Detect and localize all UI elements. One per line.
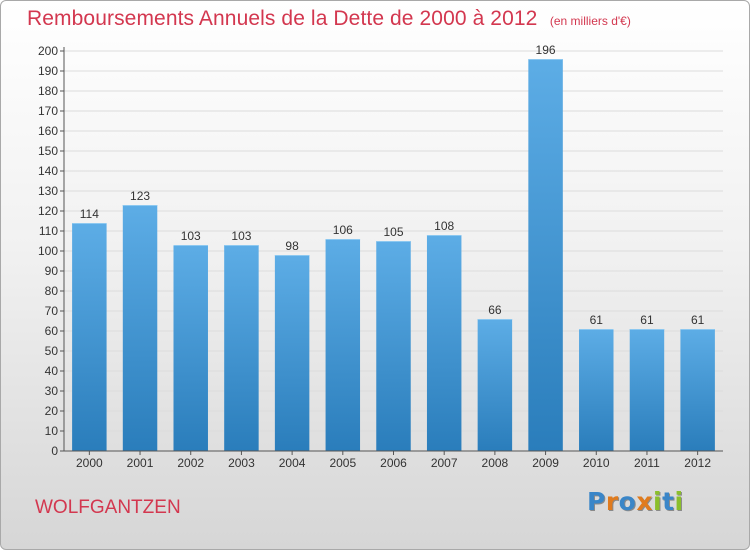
bar [173,245,208,451]
bar-chart: 0 10 20 30 40 50 60 70 80 90 100 110 120 130 140 150 160… [38,43,723,470]
y-tick-label: 50 [45,344,59,358]
y-tick-label: 120 [38,204,58,218]
y-tick-label: 10 [45,424,59,438]
bar [274,255,310,451]
x-tick-label: 2012 [684,456,711,470]
bars [72,59,715,451]
bar [680,329,715,451]
x-tick-label: 2010 [583,456,610,470]
bar-value-label: 123 [130,189,150,203]
y-tick-label: 200 [38,44,58,58]
logo-letter: t [662,487,675,516]
logo-letter: i [653,487,663,516]
chart-subtitle: (en milliers d'€) [549,14,631,28]
bar-value-label: 108 [434,219,454,233]
x-tick-label: 2006 [380,456,407,470]
x-tick-label: 2011 [634,456,660,470]
y-tick-label: 170 [38,104,58,118]
bar-value-label: 103 [231,229,251,243]
proxiti-logo: Proxiti [587,487,684,516]
y-tick-label: 180 [38,84,58,98]
axes [63,47,723,452]
bar [122,205,158,451]
bar [426,235,462,451]
logo-letter: x [636,487,653,516]
y-axis-ticks: 0 10 20 30 40 50 60 70 80 90 100 110 120 130 140 150 160… [38,44,64,458]
bar [528,59,563,451]
y-tick-label: 150 [38,144,58,158]
x-tick-label: 2002 [177,456,204,470]
bar [224,245,259,451]
bar [629,329,665,451]
place-name: WOLFGANTZEN [35,497,181,518]
y-tick-label: 110 [39,224,58,238]
x-tick-label: 2008 [482,456,509,470]
bar [72,223,107,451]
value-labels: 114 123 103 103 98 106 105 108 66 196 61 61 61 [80,43,705,327]
title-row: Remboursements Annuels de la Dette de 20… [27,7,631,31]
y-tick-label: 20 [45,404,59,418]
bar [477,319,513,451]
bar-value-label: 61 [640,313,654,327]
bar-value-label: 105 [383,225,403,239]
bar-value-label: 196 [536,43,556,57]
y-tick-label: 70 [45,304,59,318]
y-tick-label: 160 [38,124,58,138]
logo-letter: o [618,487,637,516]
x-tick-label: 2005 [329,456,356,470]
bar-value-label: 98 [285,239,299,253]
logo-letter: r [605,487,619,516]
bar [376,241,411,451]
chart-title: Remboursements Annuels de la Dette de 20… [27,7,538,30]
bar-value-label: 103 [181,229,201,243]
x-tick-label: 2007 [431,456,458,470]
bar-value-label: 66 [488,303,502,317]
logo-letter: i [674,487,684,516]
y-tick-label: 130 [38,184,58,198]
bar-value-label: 106 [333,223,353,237]
x-tick-label: 2000 [76,456,103,470]
y-tick-label: 140 [38,164,58,178]
y-tick-label: 90 [45,264,59,278]
y-tick-label: 80 [45,284,59,298]
bar [325,239,361,451]
logo-letter: P [587,487,606,516]
y-tick-label: 60 [45,324,59,338]
x-tick-label: 2001 [127,456,154,470]
bar-value-label: 61 [691,313,705,327]
x-tick-label: 2004 [279,456,306,470]
x-axis-ticks: 2000 2001 2002 2003 2004 2005 2006 2007 2008 2009… [76,451,711,470]
y-tick-label: 0 [51,444,58,458]
y-tick-label: 30 [45,384,59,398]
bar [579,329,614,451]
y-tick-label: 190 [38,64,58,78]
x-tick-label: 2009 [532,456,559,470]
bar-value-label: 61 [590,313,604,327]
x-tick-label: 2003 [228,456,255,470]
y-tick-label: 100 [38,244,58,258]
y-tick-label: 40 [45,364,59,378]
bar-value-label: 114 [80,207,99,221]
